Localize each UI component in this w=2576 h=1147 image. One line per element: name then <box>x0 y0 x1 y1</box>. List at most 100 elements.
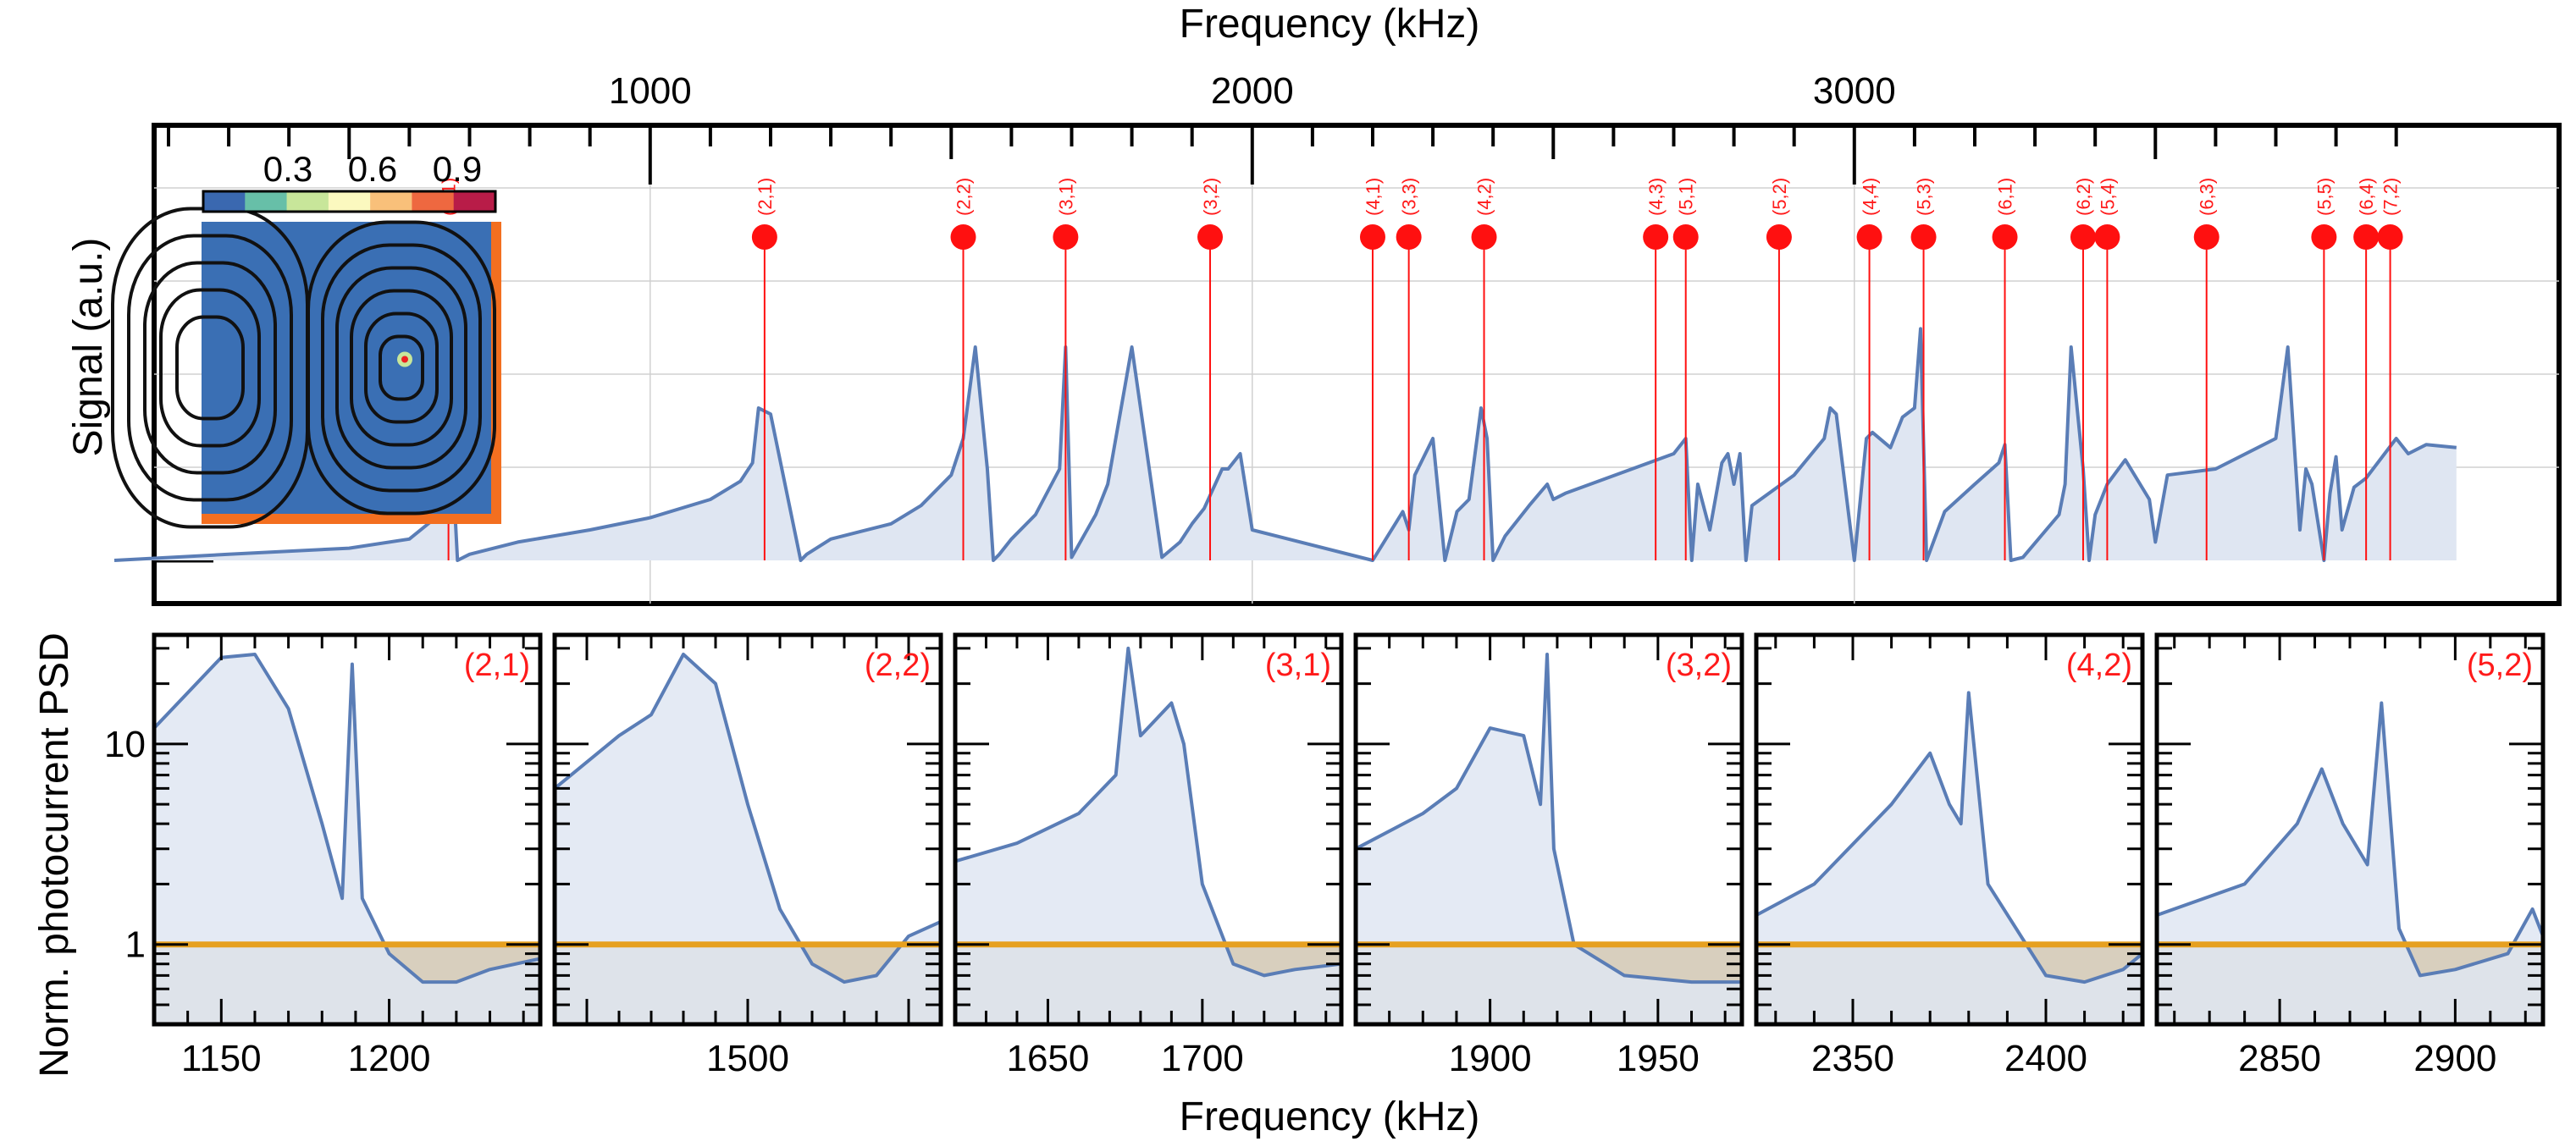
psd-fill <box>955 648 1341 1024</box>
bottom-x-axis-title: Frequency (kHz) <box>1180 1095 1480 1139</box>
psd-panel-(5,2): 2850 2900 (5,2) <box>2154 632 2546 1079</box>
mode-label-(5,2): (5,2) <box>1769 178 1790 216</box>
inset-edge-bottom <box>202 514 501 524</box>
colorbar-frame <box>202 190 497 213</box>
mode-label-(6,1): (6,1) <box>1995 178 2016 216</box>
colorbar-segment <box>328 191 371 212</box>
panel-frame <box>2154 632 2546 1027</box>
psd-trace <box>2156 701 2545 978</box>
psd-trace <box>1355 653 1742 984</box>
x-tick-label-2850: 2850 <box>2238 1038 2321 1079</box>
inset-contour <box>364 312 439 424</box>
signal-fill <box>114 301 2457 560</box>
inset-contour <box>350 289 453 447</box>
panel-label-(4,2): (4,2) <box>2066 648 2132 683</box>
top-y-axis-title: Signal (a.u.) <box>66 238 111 457</box>
psd-panel-(4,2): 2350 2400 (4,2) <box>1754 632 2145 1079</box>
psd-fill <box>555 654 941 1024</box>
psd-fill <box>1756 692 2142 1024</box>
inset-heatmap: 0.3 0.6 0.9 <box>111 149 501 529</box>
colorbar-segment <box>286 191 329 212</box>
colorbar-label-0.6: 0.6 <box>348 149 397 189</box>
psd-panel-(3,2): 1900 1950 (3,2) <box>1353 632 1744 1079</box>
x-tick-label-3000: 3000 <box>1813 70 1896 112</box>
mode-marker-(6,3) <box>2193 224 2219 250</box>
inset-hotspot-core <box>401 356 408 363</box>
x-tick-label-1700: 1700 <box>1161 1038 1244 1079</box>
colorbar-segment <box>203 191 246 212</box>
mode-label-(5,4): (5,4) <box>2097 178 2118 216</box>
mode-label-(7,2): (7,2) <box>2380 178 2402 216</box>
psd-panel-(3,1): 1650 1700 (3,1) <box>953 632 1344 1079</box>
mode-marker-(6,1) <box>1992 224 2018 250</box>
mode-label-(3,3): (3,3) <box>1399 178 1420 216</box>
mode-label-(5,3): (5,3) <box>1914 178 1935 216</box>
mode-label-(6,4): (6,4) <box>2356 178 2377 216</box>
psd-trace <box>1755 691 2144 984</box>
colorbar-segment <box>370 191 412 212</box>
panel-frame <box>152 632 543 1027</box>
mode-marker-(3,1) <box>1053 224 1079 250</box>
y-tick-label-1: 1 <box>125 924 146 966</box>
mode-marker-(2,1) <box>751 224 777 250</box>
panel-label-(2,1): (2,1) <box>464 648 530 683</box>
mode-label-(3,2): (3,2) <box>1200 178 1221 216</box>
inset-contour <box>159 288 261 448</box>
signal-trace <box>113 300 2457 562</box>
x-tick-label-1150: 1150 <box>181 1038 262 1079</box>
mode-marker-(4,1) <box>1359 224 1385 250</box>
inset-contour <box>175 315 245 421</box>
psd-fill <box>1356 654 1742 1024</box>
colorbar-label-0.3: 0.3 <box>263 149 312 189</box>
mode-label-(6,2): (6,2) <box>2073 178 2094 216</box>
mode-marker-(4,3) <box>1643 224 1669 250</box>
psd-trace <box>954 646 1342 978</box>
inset-contour <box>335 266 467 470</box>
colorbar-segment <box>412 191 455 212</box>
psd-trace <box>152 653 541 984</box>
mode-marker-(6,2) <box>2070 224 2096 250</box>
mode-marker-(4,4) <box>1856 224 1882 250</box>
x-tick-label-1900: 1900 <box>1449 1038 1532 1079</box>
x-tick-label-1200: 1200 <box>348 1038 431 1079</box>
top-x-axis-title: Frequency (kHz) <box>1180 2 1480 47</box>
x-tick-label-1500: 1500 <box>706 1038 789 1079</box>
panel-label-(5,2): (5,2) <box>2467 648 2533 683</box>
mode-label-(3,1): (3,1) <box>1055 178 1076 216</box>
x-tick-label-1950: 1950 <box>1617 1038 1700 1079</box>
inset-background <box>202 222 491 514</box>
bottom-y-axis-title: Norm. photocurrent PSD <box>32 632 77 1078</box>
mode-label-(2,2): (2,2) <box>954 178 975 216</box>
x-tick-label-2000: 2000 <box>1211 70 1294 112</box>
mode-marker-(5,5) <box>2311 224 2337 250</box>
mode-marker-(6,4) <box>2353 224 2380 250</box>
psd-panel-(2,2): 1500 (2,2) <box>552 632 943 1079</box>
colorbar-label-0.9: 0.9 <box>433 149 482 189</box>
panel-frame <box>1353 632 1744 1027</box>
inset-contour <box>127 234 293 502</box>
mode-label-(4,3): (4,3) <box>1645 178 1667 216</box>
psd-trace <box>553 653 942 984</box>
inset-contour <box>321 243 482 493</box>
mode-label-(5,1): (5,1) <box>1676 178 1697 216</box>
top-plot-frame <box>152 123 2562 606</box>
mode-label-(4,2): (4,2) <box>1474 178 1495 216</box>
mode-marker-(5,1) <box>1672 224 1699 250</box>
mode-marker-(3,3) <box>1396 224 1422 250</box>
mode-marker-(5,2) <box>1766 224 1792 250</box>
colorbar-segment <box>453 191 496 212</box>
mode-label-(6,3): (6,3) <box>2197 178 2218 216</box>
mode-marker-(2,2) <box>950 224 976 250</box>
mode-marker-(5,4) <box>2094 224 2120 250</box>
x-tick-label-1000: 1000 <box>609 70 692 112</box>
mode-marker-(7,2) <box>2377 224 2403 250</box>
panel-label-(3,1): (3,1) <box>1265 648 1331 683</box>
panel-frame <box>953 632 1344 1027</box>
x-tick-label-2900: 2900 <box>2413 1038 2496 1079</box>
mode-label-(4,1): (4,1) <box>1363 178 1384 216</box>
psd-panel-(2,1): 1150 1200 (2,1) 1 10 <box>104 632 543 1079</box>
mode-label-(4,4): (4,4) <box>1860 178 1881 216</box>
mode-marker-(3,2) <box>1197 224 1224 250</box>
panel-label-(3,2): (3,2) <box>1666 648 1732 683</box>
